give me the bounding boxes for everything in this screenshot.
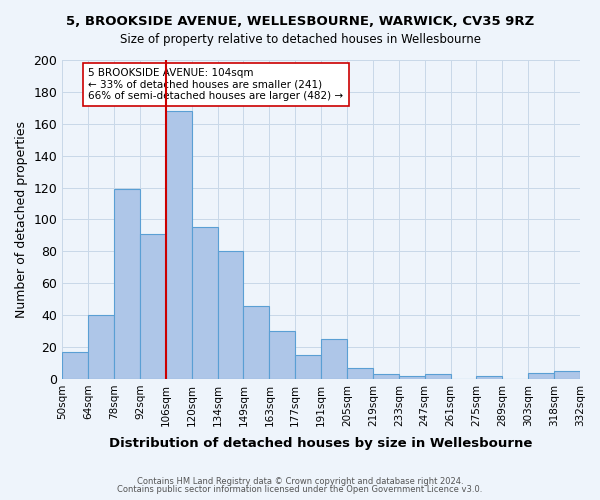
X-axis label: Distribution of detached houses by size in Wellesbourne: Distribution of detached houses by size … — [109, 437, 533, 450]
Bar — [244, 306, 269, 379]
Bar — [347, 368, 373, 379]
Bar — [528, 372, 554, 379]
Text: 5, BROOKSIDE AVENUE, WELLESBOURNE, WARWICK, CV35 9RZ: 5, BROOKSIDE AVENUE, WELLESBOURNE, WARWI… — [66, 15, 534, 28]
Bar — [476, 376, 502, 379]
Y-axis label: Number of detached properties: Number of detached properties — [15, 121, 28, 318]
Bar — [554, 371, 580, 379]
Text: Contains public sector information licensed under the Open Government Licence v3: Contains public sector information licen… — [118, 485, 482, 494]
Bar — [269, 331, 295, 379]
Bar — [140, 234, 166, 379]
Bar — [295, 355, 321, 379]
Bar — [192, 228, 218, 379]
Bar — [399, 376, 425, 379]
Bar — [218, 252, 244, 379]
Text: 5 BROOKSIDE AVENUE: 104sqm
← 33% of detached houses are smaller (241)
66% of sem: 5 BROOKSIDE AVENUE: 104sqm ← 33% of deta… — [88, 68, 343, 101]
Text: Size of property relative to detached houses in Wellesbourne: Size of property relative to detached ho… — [119, 32, 481, 46]
Bar — [88, 315, 114, 379]
Bar — [114, 189, 140, 379]
Bar — [321, 339, 347, 379]
Bar — [166, 111, 192, 379]
Text: Contains HM Land Registry data © Crown copyright and database right 2024.: Contains HM Land Registry data © Crown c… — [137, 477, 463, 486]
Bar — [62, 352, 88, 379]
Bar — [373, 374, 399, 379]
Bar — [425, 374, 451, 379]
